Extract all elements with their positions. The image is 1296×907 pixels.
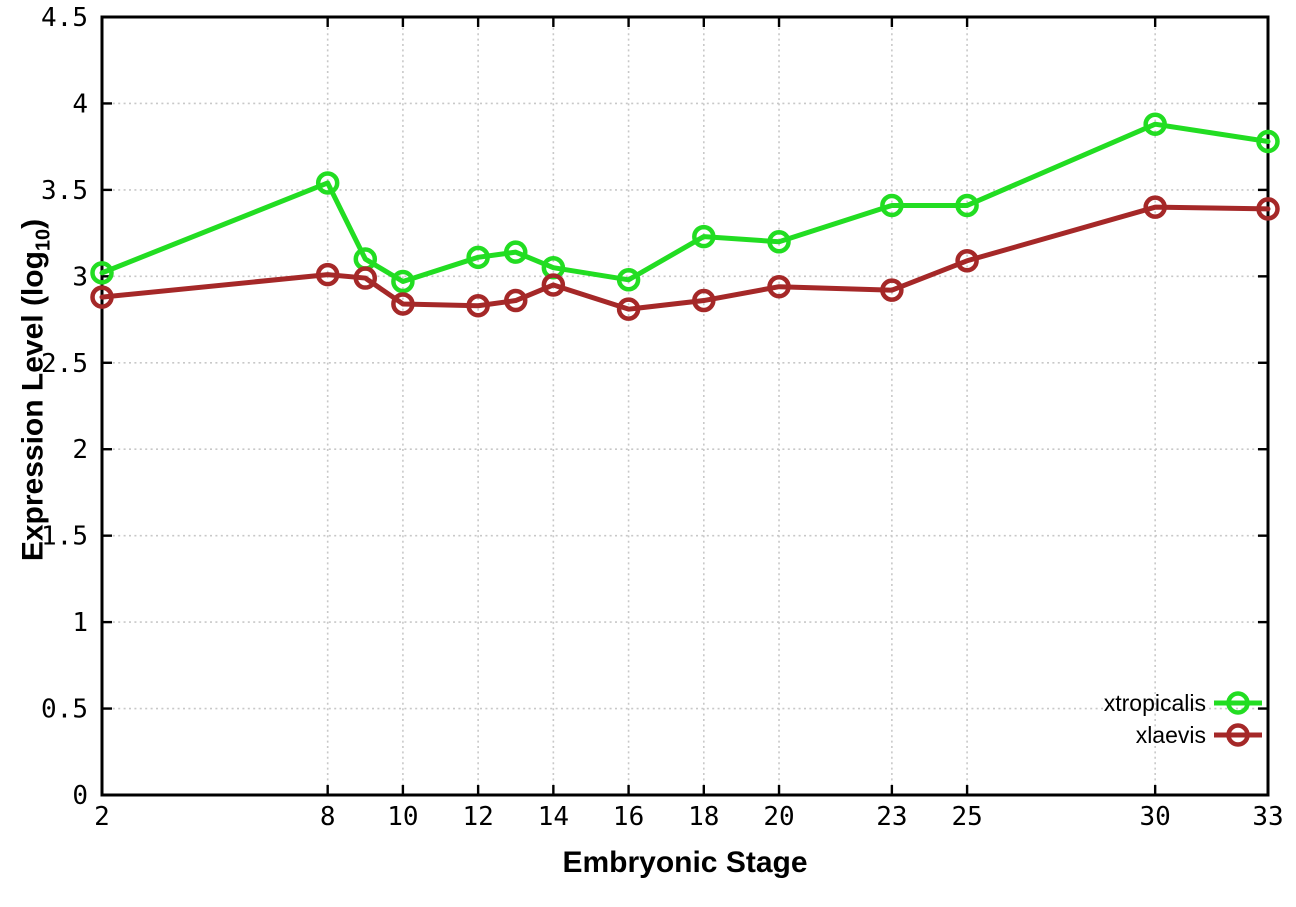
marker-xlaevis-stage-10: [391, 292, 415, 316]
marker-xtropicalis-stage-8: [315, 171, 340, 195]
y-tick-label: 2.5: [41, 349, 88, 379]
y-tick-label: 1: [72, 608, 88, 638]
x-tick-label: 10: [387, 802, 418, 832]
y-tick-label: 0.5: [41, 695, 88, 725]
x-tick-label: 23: [876, 802, 907, 832]
plot-border: [100, 15, 1270, 797]
marker-xlaevis-stage-12: [466, 293, 490, 318]
marker-xtropicalis-stage-10: [391, 269, 415, 294]
marker-xtropicalis-stage-13: [503, 240, 528, 264]
x-tick-label: 14: [538, 802, 569, 832]
marker-xlaevis-stage-13: [503, 288, 528, 313]
marker-xlaevis-stage-25: [955, 249, 979, 273]
y-tick-label: 4.5: [41, 3, 88, 33]
series-xlaevis: [90, 195, 1280, 321]
marker-xtropicalis-stage-25: [955, 193, 979, 218]
marker-xlaevis-stage-33: [1256, 197, 1280, 221]
x-tick-label: 33: [1252, 802, 1283, 832]
marker-xlaevis-stage-2: [90, 285, 114, 309]
marker-xlaevis-stage-8: [315, 262, 340, 287]
marker-xtropicalis-stage-12: [466, 245, 490, 270]
y-tick-label: 2: [72, 435, 88, 465]
y-tick-label: 3: [72, 262, 88, 292]
x-tick-label: 20: [763, 802, 794, 832]
x-tick-label: 2: [94, 802, 110, 832]
axis-ticks: 2 8 10 12 14 16 18 20 23 25 30 33 0 0.5 1 1.5 2 2.5 3 3.5 4 4…: [41, 3, 1284, 832]
marker-xtropicalis-stage-2: [90, 261, 114, 285]
marker-xlaevis-stage-23: [880, 278, 904, 302]
marker-xlaevis-stage-20: [767, 274, 791, 299]
y-axis-title-suffix: ): [16, 218, 50, 229]
marker-xlaevis-stage-14: [541, 273, 566, 297]
series-xtropicalis: [90, 112, 1280, 294]
x-tick-label: 30: [1140, 802, 1171, 832]
y-axis-title-text: Expression Level (log: [16, 251, 50, 562]
marker-xlaevis-stage-30: [1143, 195, 1167, 219]
y-tick-label: 3.5: [41, 176, 88, 206]
grid-layer: [102, 17, 1268, 795]
x-tick-label: 25: [951, 802, 982, 832]
marker-xtropicalis-stage-23: [880, 193, 904, 218]
marker-xtropicalis-stage-20: [767, 230, 791, 254]
marker-xlaevis-stage-9: [353, 266, 378, 290]
marker-xtropicalis-stage-30: [1143, 112, 1167, 136]
x-axis-title: Embryonic Stage: [562, 846, 808, 879]
y-axis-title: Expression Level (log10): [17, 219, 56, 561]
x-tick-label: 8: [320, 802, 336, 832]
marker-xlaevis-stage-18: [692, 288, 716, 313]
marker-xtropicalis-stage-18: [692, 224, 716, 249]
x-tick-label: 18: [688, 802, 719, 832]
legend-label-xlaevis: xlaevis: [1136, 722, 1206, 748]
legend-sample-marker-xlaevis: [1226, 723, 1250, 747]
series-line-xtropicalis: [99, 121, 1271, 285]
legend-sample-marker-xtropicalis: [1226, 691, 1250, 715]
x-tick-label: 16: [613, 802, 644, 832]
series-line-xlaevis: [99, 204, 1271, 312]
legend: xtropicalis xlaevis: [1104, 690, 1262, 748]
y-axis-title-subscript: 10: [32, 228, 55, 252]
marker-xlaevis-stage-16: [616, 297, 641, 321]
y-tick-label: 4: [72, 89, 88, 119]
marker-xtropicalis-stage-16: [616, 268, 641, 292]
marker-xtropicalis-stage-33: [1256, 129, 1280, 154]
y-tick-label: 1.5: [41, 522, 88, 552]
legend-label-xtropicalis: xtropicalis: [1104, 690, 1206, 716]
y-tick-label: 0: [72, 781, 88, 811]
x-tick-label: 12: [462, 802, 493, 832]
